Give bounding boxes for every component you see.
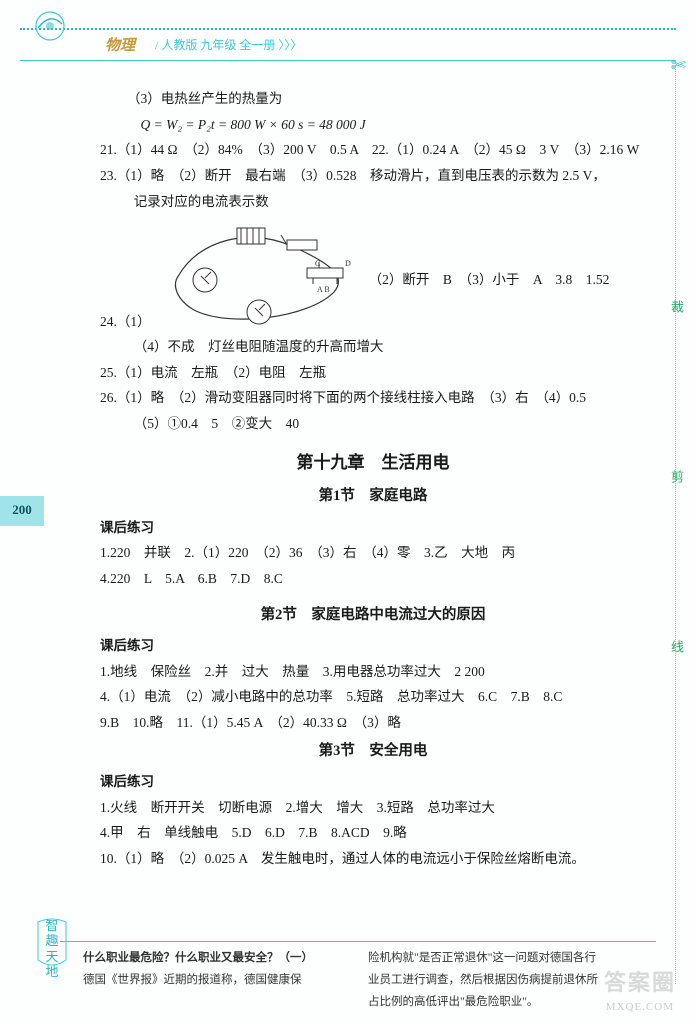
q24-rest: （2）断开 B （3）小于 A 3.8 1.52 [369,267,610,335]
q20-3-formula: Q = W₂ = P₂t = 800 W × 60 s = 48 000 J [100,112,646,138]
section-1-heading: 第1节 家庭电路 [100,483,646,511]
s3-line1: 1.火线 断开开关 切断电源 2.增大 增大 3.短路 总功率过大 [100,795,646,821]
q24-4: （4）不成 灯丝电阻随温度的升高而增大 [100,334,646,360]
q24-row: 24.（1） C D A B （2）断开 B （3）小于 A 3.8 1.52 [100,214,646,334]
practice-label-3: 课后练习 [100,769,646,795]
formula-text: Q = W₂ = P₂t = 800 W × 60 s = 48 000 J [141,117,366,132]
seal-char-4: 地 [45,964,58,979]
practice-label-1: 课后练习 [100,515,646,541]
s3-line2: 4.甲 右 单线触电 5.D 6.D 7.B 8.ACD 9.略 [100,820,646,846]
side-char-1: 裁 [663,300,688,313]
s1-line2: 4.220 L 5.A 6.B 7.D 8.C [100,566,646,592]
footer-left: 德国《世界报》近期的报道称，德国健康保 [60,970,348,992]
svg-text:C: C [315,259,320,268]
s2-line2: 4.（1）电流 （2）减小电路中的总功率 5.短路 总功率过大 6.C 7.B … [100,684,646,710]
scissors-icon: ✄ [671,48,686,82]
footer-seal-icon: 智 趣 天 地 [36,918,68,980]
spacer [100,592,646,600]
page-number-tab: 200 [0,496,44,526]
cut-line [675,60,676,984]
seal-char-3: 天 [45,949,58,964]
circuit-diagram-icon: C D A B [159,220,359,330]
footer-divider [60,941,656,942]
q26: 26.（1）略 （2）滑动变阻器同时将下面的两个接线柱接入电路 （3）右 （4）… [100,385,646,411]
q23b: 记录对应的电流表示数 [100,189,646,215]
watermark-sub: MXQE.COM [606,997,674,1018]
side-char-3: 线 [663,640,688,653]
q24-prefix: 24.（1） [100,309,151,335]
s2-line3: 9.B 10.略 11.（1）5.45 A （2）40.33 Ω （3）略 [100,710,646,736]
s1-line1: 1.220 并联 2.（1）220 （2）36 （3）右 （4）零 3.乙 大地… [100,540,646,566]
chapter-19-heading: 第十九章 生活用电 [100,447,646,479]
side-char-2: 剪 [663,470,688,483]
svg-text:D: D [345,259,351,268]
q23: 23.（1）略 （2）断开 最右端 （3）0.528 移动滑片，直到电压表的示数… [100,163,646,189]
practice-label-2: 课后练习 [100,633,646,659]
top-dotted-border [20,28,676,30]
svg-text:A B: A B [317,285,330,294]
footer-question: 什么职业最危险？什么职业又最安全？（一） [60,948,348,970]
q20-3-intro: （3）电热丝产生的热量为 [100,86,646,112]
section-3-heading: 第3节 安全用电 [100,738,646,766]
s3-line3: 10.（1）略 （2）0.025 A 发生触电时，通过人体的电流远小于保险丝熔断… [100,846,646,872]
s2-line1: 1.地线 保险丝 2.并 过大 热量 3.用电器总功率过大 2 200 [100,659,646,685]
q21-22: 21.（1）44 Ω （2）84% （3）200 V 0.5 A 22.（1）0… [100,137,646,163]
seal-char-1: 智 [45,918,58,933]
section-2-heading: 第2节 家庭电路中电流过大的原因 [100,602,646,630]
q25: 25.（1）电流 左瓶 （2）电阻 左瓶 [100,360,646,386]
main-content: （3）电热丝产生的热量为 Q = W₂ = P₂t = 800 W × 60 s… [100,86,646,872]
header-ornament-icon [28,6,76,48]
header-title: 物理 [105,32,135,61]
q26b: （5）①0.4 5 ②变大 40 [100,411,646,437]
footer-region: 智 趣 天 地 什么职业最危险？什么职业又最安全？（一） 德国《世界报》近期的报… [60,941,656,1014]
seal-char-2: 趣 [45,933,58,948]
header-subtitle: / 人教版 九年级 全一册 〉〉〉 [155,34,302,57]
